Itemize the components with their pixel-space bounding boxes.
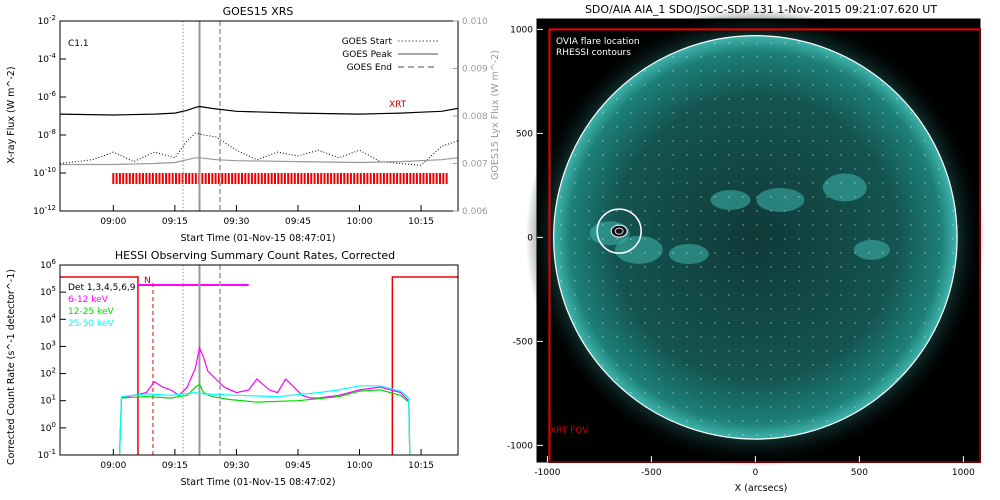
goes-y2-tick-label: 0.007 [462, 160, 488, 170]
aia-y-tick-label: 500 [516, 129, 533, 139]
hessi-panel: HESSI Observing Summary Count Rates, Cor… [6, 249, 459, 488]
hessi-x-tick-label: 09:45 [285, 461, 311, 471]
aia-image-frame [536, 18, 981, 463]
hessi-y-tick-label: 101 [40, 394, 56, 407]
goes-plot-area [59, 21, 459, 211]
hessi-x-axis-label: Start Time (01-Nov-15 08:47:02) [181, 477, 336, 488]
goes-y-tick-label: 10-10 [33, 166, 56, 179]
hessi-plot-area [60, 265, 458, 456]
aia-y-tick-label: -1000 [507, 441, 533, 451]
aia-x-tick-label: -500 [641, 468, 662, 478]
hessi-y-tick-label: 104 [40, 312, 56, 325]
aia-x-axis-label: X (arcsecs) [735, 483, 788, 494]
goes-y2-tick-label: 0.006 [462, 207, 488, 217]
goes-xrs-panel: GOES15 XRS 10-2 10-4 10-6 10-8 10-10 10-12 0.0… [6, 5, 501, 244]
goes-y-tick-label: 10-6 [38, 90, 57, 103]
goes-legend-label: GOES Peak [342, 50, 392, 60]
hessi-y-tick-label: 105 [40, 285, 56, 298]
goes-series-line-0 [59, 105, 459, 116]
aia-x-tick-label: 500 [851, 468, 868, 478]
hessi-y-tick-label: 100 [40, 421, 56, 434]
aia-x-tick-label: 1000 [952, 468, 975, 478]
goes-x-tick-label: 09:00 [100, 217, 126, 227]
goes-y-axis-label: X-ray Flux (W m^-2) [6, 66, 17, 163]
hessi-x-tick-label: 09:30 [223, 461, 249, 471]
hessi-y-tick-label: 102 [40, 367, 56, 380]
goes-y2-tick-label: 0.010 [462, 17, 488, 27]
rhessi-contour [610, 224, 628, 238]
goes-x-tick-label: 09:45 [285, 217, 311, 227]
hessi-x-tick-label: 09:00 [100, 461, 126, 471]
hessi-legend-label: 12-25 keV [68, 307, 114, 317]
goes-axes: 10-2 10-4 10-6 10-8 10-10 10-12 0.010 0.009 0.00… [33, 14, 488, 227]
goes-legend: GOES Start GOES Peak GOES End [342, 37, 438, 73]
aia-y-tick-label: 0 [527, 233, 533, 243]
hessi-legend: 6-12 keV 12-25 keV 25-50 keV [68, 295, 114, 329]
hessi-series-line-1 [118, 383, 411, 456]
aia-legend-label: OVIA flare location [556, 37, 640, 47]
goes-series-line-1 [59, 132, 459, 166]
goes-x-axis-label: Start Time (01-Nov-15 08:47:01) [181, 233, 336, 244]
rhessi-contour-inner [614, 227, 624, 235]
goes-x-tick-label: 10:15 [408, 217, 434, 227]
aia-x-tick-label: -1000 [534, 468, 560, 478]
aia-y-tick-label: 1000 [510, 25, 533, 35]
aia-legend-label: RHESSI contours [556, 48, 631, 58]
goes-legend-label: GOES Start [342, 37, 393, 47]
aia-image-panel: SDO/AIA AIA_1 SDO/JSOC-SDP 131 1-Nov-201… [507, 3, 986, 494]
hessi-x-tick-label: 10:15 [408, 461, 434, 471]
hessi-y-tick-label: 103 [40, 339, 56, 352]
goes-y2-tick-label: 0.008 [462, 112, 488, 122]
goes-y2-tick-label: 0.009 [462, 65, 488, 75]
aia-x-tick-label: 0 [753, 468, 759, 478]
goes-series-line-2 [60, 157, 459, 166]
solar-limb [553, 35, 958, 440]
hessi-chart-title: HESSI Observing Summary Count Rates, Cor… [115, 249, 395, 262]
aia-y-tick-label: -500 [513, 337, 534, 347]
flare-location-circle [596, 208, 642, 254]
hessi-y-axis-label: Corrected Count Rate (s^-1 detector^-1) [6, 269, 17, 465]
hessi-y-tick-label: 10-1 [38, 448, 56, 461]
hessi-night-interval [60, 276, 139, 455]
solar-disk [525, 7, 986, 468]
goes-chart-title: GOES15 XRS [223, 5, 294, 18]
aia-fov-label: XRT FOV [550, 426, 589, 436]
goes-annotation-class: C1.1 [68, 39, 89, 49]
goes-y-tick-label: 10-8 [38, 128, 56, 141]
hessi-y-tick-label: 106 [40, 258, 56, 271]
hessi-plot-frame [59, 264, 459, 456]
hessi-x-tick-label: 10:00 [347, 461, 373, 471]
hessi-night-label: N [144, 276, 151, 286]
goes-xrt-label: XRT [389, 100, 407, 110]
goes-x-tick-label: 10:00 [347, 217, 373, 227]
goes-legend-label: GOES End [347, 63, 392, 73]
hessi-series-line-0 [118, 345, 411, 456]
goes-y2-axis-label: GOES15 Lyx Flux (W m^-2) [490, 50, 501, 180]
hessi-axes: 106 105 104 103 102 101 100 10-1 09:00 09:15 09:30… [38, 258, 459, 471]
goes-y-tick-label: 10-4 [38, 52, 57, 65]
hessi-series-line-2 [118, 385, 411, 456]
hessi-legend-label: 6-12 keV [68, 295, 109, 305]
hessi-legend-title: Det 1,3,4,5,6,9 [68, 283, 136, 293]
goes-x-tick-label: 09:30 [223, 217, 249, 227]
hessi-legend-label: 25-50 keV [68, 319, 114, 329]
goes-y-tick-label: 10-12 [33, 204, 56, 217]
hessi-night-interval [391, 276, 458, 455]
hessi-x-tick-label: 09:15 [162, 461, 188, 471]
goes-y-tick-label: 10-2 [38, 14, 56, 27]
heliographic-grid [553, 35, 958, 440]
aia-axes: -1000 -500 0 500 1000 1000 500 0 -500 -1000 [507, 18, 981, 478]
goes-x-tick-label: 09:15 [162, 217, 188, 227]
